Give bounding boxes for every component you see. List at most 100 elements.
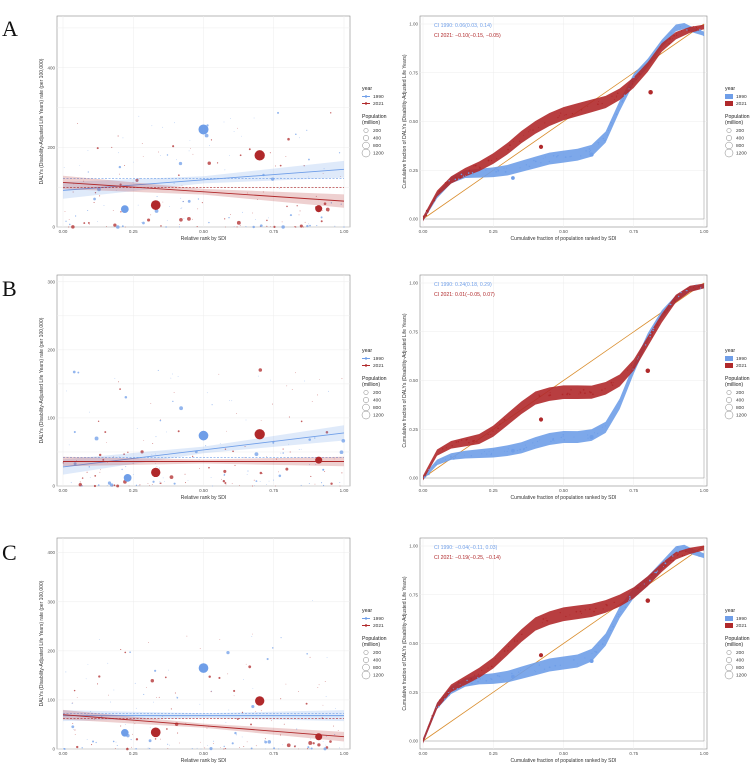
x-axis-label: Relative rank by SDI (181, 495, 227, 501)
legend-year-label: 1990 (736, 94, 747, 100)
data-point-2021 (98, 453, 102, 457)
data-point-1990 (65, 220, 67, 222)
curve-point-2021 (673, 35, 675, 37)
curve-point-1990 (437, 705, 440, 708)
legend-point-2021 (364, 102, 368, 105)
y-tick-label: 100 (47, 415, 55, 420)
data-point-2021 (304, 221, 306, 223)
data-point-1990 (233, 226, 235, 227)
data-point-2021 (197, 208, 199, 210)
data-point-1990 (191, 748, 193, 750)
curve-point-1990 (454, 178, 457, 181)
curve-point-2021 (487, 667, 489, 669)
data-point-2021 (308, 741, 313, 745)
curve-point-1990 (484, 450, 485, 452)
data-point-2021 (234, 464, 236, 466)
curve-point-1990 (481, 453, 483, 455)
data-point-2021 (218, 373, 220, 375)
curve-point-2021 (487, 433, 489, 436)
data-point-1990 (95, 741, 97, 744)
data-point-2021 (192, 455, 194, 457)
y-axis-label: Cumulative fraction of DALYs (Disability… (402, 54, 408, 188)
data-point-2021 (94, 192, 97, 194)
regression-line-1990 (62, 168, 345, 191)
legend-size-circle (363, 390, 369, 395)
data-point-1990 (230, 117, 231, 119)
curve-point-1990 (696, 551, 698, 554)
data-point-1990 (306, 224, 309, 228)
curve-point-2021 (496, 158, 498, 160)
data-point-2021 (243, 746, 245, 747)
curve-point-1990 (632, 76, 635, 78)
data-point-1990 (252, 688, 254, 689)
curve-point-1990 (458, 178, 460, 180)
data-point-2021 (324, 681, 326, 683)
curve-point-2021 (639, 351, 641, 353)
curve-point-2021 (638, 73, 641, 75)
data-point-1990 (87, 209, 89, 211)
data-point-2021 (172, 145, 175, 148)
curve-point-2021 (561, 393, 564, 396)
curve-point-1990 (623, 94, 626, 97)
curve-point-2021 (685, 550, 687, 553)
data-point-2021 (200, 741, 201, 743)
curve-point-1990 (588, 151, 591, 153)
data-point-2021 (286, 743, 291, 748)
curve-point-2021 (455, 176, 457, 178)
curve-point-1990 (569, 156, 571, 158)
curve-point-2021 (681, 554, 684, 557)
y-tick-label: 0.75 (409, 329, 418, 334)
data-point-1990 (239, 224, 241, 226)
data-point-2021 (158, 696, 160, 698)
data-point-2021 (269, 226, 271, 227)
data-point-1990 (124, 396, 128, 399)
country-bubble-2021 (315, 456, 323, 464)
curve-point-2021 (615, 95, 617, 97)
data-point-2021 (222, 479, 226, 483)
data-point-2021 (223, 748, 225, 750)
country-bubble-1990 (198, 663, 209, 673)
curve-point-2021 (566, 393, 568, 396)
data-point-1990 (267, 740, 272, 744)
legend-size-label: 800 (736, 143, 744, 149)
x-tick-label: 0.25 (129, 229, 138, 234)
slope-gridlines (57, 538, 350, 750)
ci-2021-label: CI 2021: 0.01(−0.05, 0.07) (434, 292, 495, 298)
legend-size-label: 400 (736, 398, 744, 404)
curve-point-2021 (509, 144, 511, 147)
country-bubble-1990 (198, 124, 209, 135)
y-tick-label: 0.50 (409, 641, 418, 646)
curve-point-2021 (679, 296, 681, 298)
country-bubble-2021 (254, 150, 265, 161)
data-point-2021 (325, 746, 329, 749)
curve-point-2021 (612, 384, 614, 386)
data-point-1990 (68, 444, 70, 446)
curve-point-2021 (597, 103, 599, 106)
x-tick-label: 1.00 (700, 229, 709, 234)
legend-size-label: 200 (736, 128, 744, 134)
curve-point-2021 (537, 126, 539, 128)
legend-pop-unit: (million) (725, 382, 743, 388)
curve-point-1990 (610, 121, 612, 124)
y-axis-label: DALYs (Disability-Adjusted Life Years) r… (39, 580, 45, 706)
data-point-2021 (116, 484, 120, 488)
data-point-1990 (304, 380, 305, 382)
legend-year-label: 1990 (736, 356, 747, 362)
data-point-1990 (167, 743, 169, 745)
curve-point-2021 (582, 388, 585, 391)
data-point-1990 (73, 728, 74, 730)
curve-point-1990 (456, 687, 459, 690)
legend-size-circle (726, 397, 732, 403)
data-point-1990 (266, 484, 267, 485)
data-point-2021 (250, 723, 252, 726)
data-point-2021 (102, 458, 105, 461)
curve-point-1990 (610, 629, 612, 632)
curve-point-2021 (459, 176, 461, 178)
curve-point-2021 (517, 408, 519, 410)
data-point-1990 (241, 211, 243, 213)
data-point-2021 (93, 484, 97, 488)
data-point-1990 (288, 443, 290, 445)
curve-point-1990 (477, 680, 479, 683)
curve-point-1990 (461, 686, 464, 688)
data-point-1990 (205, 445, 207, 447)
